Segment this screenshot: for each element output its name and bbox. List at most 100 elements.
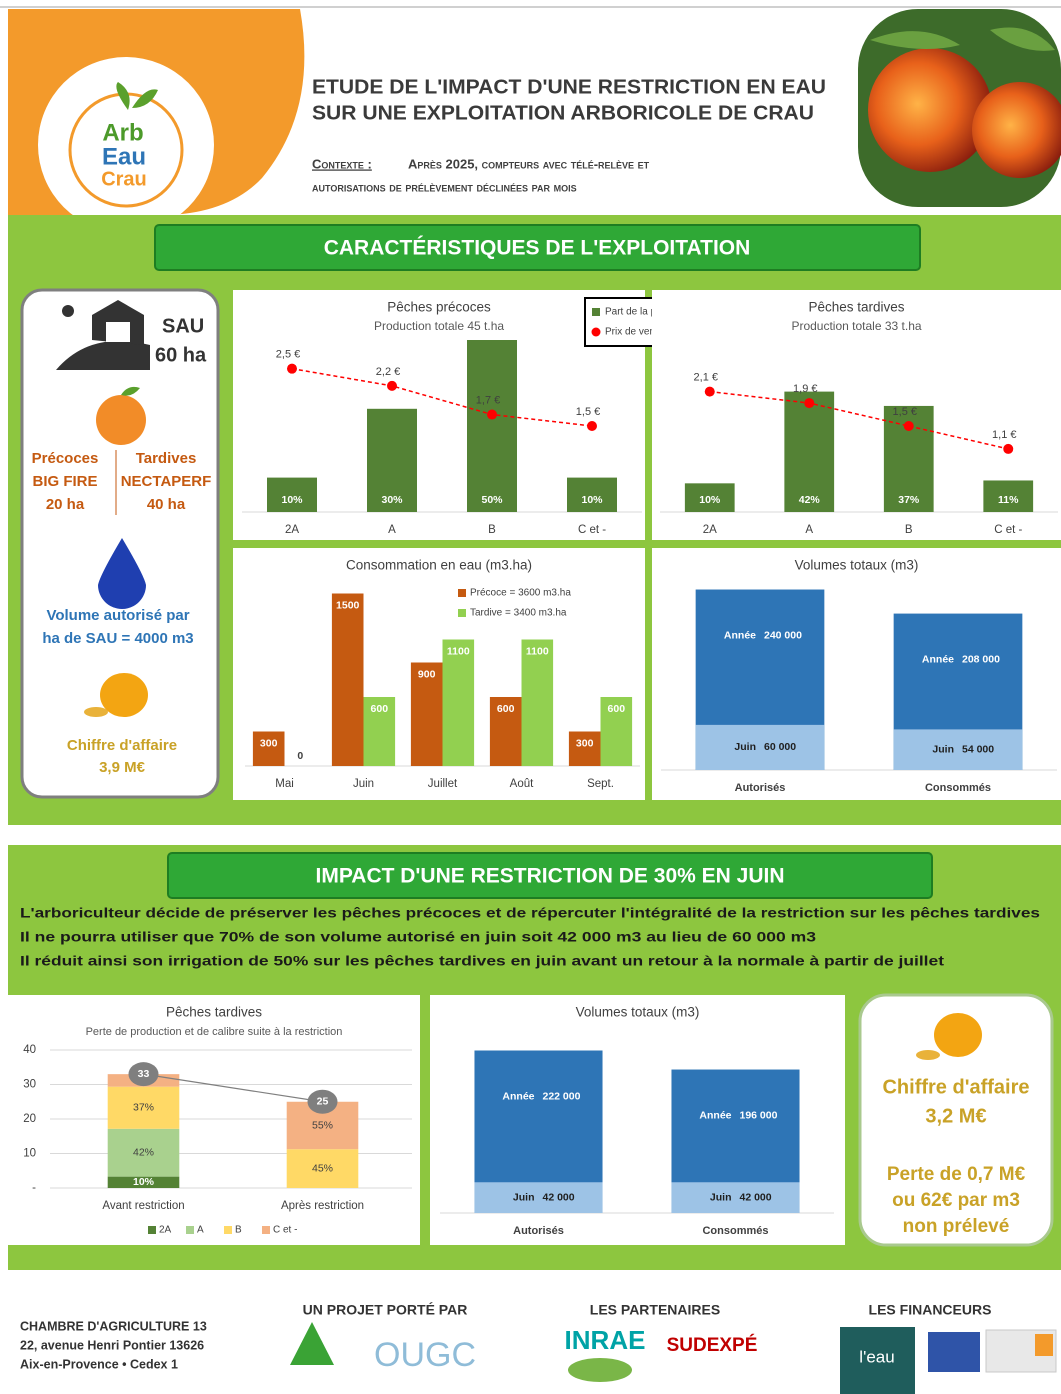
money-bag-icon <box>934 1013 982 1057</box>
legend-label: C et - <box>273 1225 297 1236</box>
legend-swatch <box>224 1226 232 1234</box>
legend-swatch <box>458 609 466 617</box>
chart-title: Pêches tardives <box>808 300 904 315</box>
x-tick-label: B <box>488 524 496 536</box>
bar <box>671 1182 799 1213</box>
bar <box>696 725 825 770</box>
body: Arb Eau Crau ETUDE DE L'IMPACT D'UNE RES… <box>0 0 1061 1394</box>
bar-value-label: 0 <box>297 750 303 762</box>
logo-text: Eau <box>102 143 146 170</box>
logo-text: Crau <box>101 168 147 190</box>
x-tick-label: Après restriction <box>281 1200 364 1212</box>
chart-title: Volumes totaux (m3) <box>576 1005 700 1020</box>
peach-icon <box>96 395 146 445</box>
loss-text: Perte de 0,7 M€ <box>887 1164 1026 1185</box>
x-tick-label: Autorisés <box>735 782 786 794</box>
price-label: 1,5 € <box>576 406 600 418</box>
bar-value-label: 50% <box>481 494 503 506</box>
context-text: Après 2025, compteurs avec télé-relève e… <box>408 156 650 171</box>
x-tick-label: A <box>388 524 396 536</box>
bar-series-label: Année <box>922 653 954 665</box>
y-tick-label: 40 <box>23 1044 36 1056</box>
price-point <box>705 387 715 397</box>
bar-value-label: 300 <box>260 737 278 749</box>
bar <box>443 640 475 767</box>
poster: Arb Eau Crau ETUDE DE L'IMPACT D'UNE RES… <box>0 0 1061 1394</box>
price-point <box>587 421 597 431</box>
footer-heading: UN PROJET PORTÉ PAR <box>303 1302 468 1318</box>
legend-swatch <box>262 1226 270 1234</box>
price-point <box>287 364 297 374</box>
variety-text: 40 ha <box>147 496 186 513</box>
bar-value-label: 60 000 <box>764 741 796 753</box>
logo-text: Arb <box>102 119 143 146</box>
segment-label: 10% <box>133 1176 155 1188</box>
variety-text: BIG FIRE <box>32 473 97 490</box>
body-text: Il ne pourra utiliser que 70% de son vol… <box>20 929 816 945</box>
x-tick-label: 2A <box>285 524 299 536</box>
bar-value-label: 600 <box>608 703 626 715</box>
price-label: 2,5 € <box>276 349 300 361</box>
chart-subtitle: Production totale 33 t.ha <box>791 319 921 333</box>
legend-label: A <box>197 1225 204 1236</box>
volume-text: ha de SAU = 4000 m3 <box>42 630 193 647</box>
bar-value-label: 600 <box>497 703 515 715</box>
bar <box>467 340 517 512</box>
bar-value-label: 196 000 <box>740 1109 778 1121</box>
header-title: SUR UNE EXPLOITATION ARBORICOLE DE CRAU <box>312 102 814 124</box>
x-tick-label: Sept. <box>587 778 614 790</box>
page: Arb'Eau Crau { "header": { "title": ["ET… <box>0 0 1061 1394</box>
x-tick-label: Mai <box>275 778 294 790</box>
legend-label: Précoce = 3600 m3.ha <box>470 588 571 599</box>
total-label: 25 <box>317 1096 329 1108</box>
loss-text: non prélevé <box>903 1216 1010 1237</box>
peach-photo <box>868 48 992 172</box>
variety-text: Tardives <box>136 450 197 467</box>
bar-value-label: 240 000 <box>764 629 802 641</box>
partner-logo: SUDEXPÉ <box>667 1334 758 1356</box>
price-label: 1,7 € <box>476 394 500 406</box>
price-label: 2,1 € <box>694 372 718 384</box>
bar-value-label: 600 <box>371 703 389 715</box>
bar-value-label: 900 <box>418 668 436 680</box>
segment-label: 45% <box>312 1162 333 1174</box>
y-tick-label: 10 <box>23 1148 36 1160</box>
bar-value-label: 10% <box>699 494 721 506</box>
funder-logo: l'eau <box>859 1347 894 1366</box>
x-tick-label: Août <box>510 778 534 790</box>
legend-label: B <box>235 1225 242 1236</box>
legend-swatch <box>592 308 600 316</box>
legend-label: Tardive = 3400 m3.ha <box>470 608 567 619</box>
bar-value-label: 11% <box>998 494 1019 506</box>
bar-series-label: Juin <box>932 743 954 755</box>
bar-value-label: 222 000 <box>543 1090 581 1102</box>
x-tick-label: 2A <box>703 524 717 536</box>
bar-value-label: 300 <box>576 737 594 749</box>
partner-logo: OUGC <box>374 1336 476 1374</box>
partner-logo: INRAE <box>565 1325 646 1355</box>
body-text: L'arboriculteur décide de préserver les … <box>20 905 1040 921</box>
x-tick-label: B <box>905 524 913 536</box>
chart-subtitle: Production totale 45 t.ha <box>374 319 504 333</box>
price-point <box>1003 444 1013 454</box>
segment-label: 55% <box>312 1119 333 1131</box>
bar-value-label: 1500 <box>336 599 360 611</box>
barn-door <box>106 322 130 342</box>
x-tick-label: C et - <box>578 524 606 536</box>
bar-value-label: 42 000 <box>740 1191 772 1203</box>
chart-title: Volumes totaux (m3) <box>795 558 919 573</box>
chart-title: Pêches précoces <box>387 300 491 315</box>
coins-icon <box>916 1050 940 1060</box>
legend-swatch <box>592 328 601 337</box>
chart-title: Pêches tardives <box>166 1005 262 1020</box>
revenue-text: 3,2 M€ <box>925 1105 986 1127</box>
volume-text: Volume autorisé par <box>46 607 189 624</box>
bar-value-label: 42 000 <box>543 1191 575 1203</box>
body-text: Il réduit ainsi son irrigation de 50% su… <box>20 953 944 969</box>
bar-value-label: 10% <box>581 494 603 506</box>
bar-value-label: 37% <box>898 494 920 506</box>
y-tick-label: 20 <box>23 1113 36 1125</box>
chamber-logo <box>290 1322 334 1365</box>
price-label: 1,1 € <box>992 429 1016 441</box>
price-point <box>804 398 814 408</box>
